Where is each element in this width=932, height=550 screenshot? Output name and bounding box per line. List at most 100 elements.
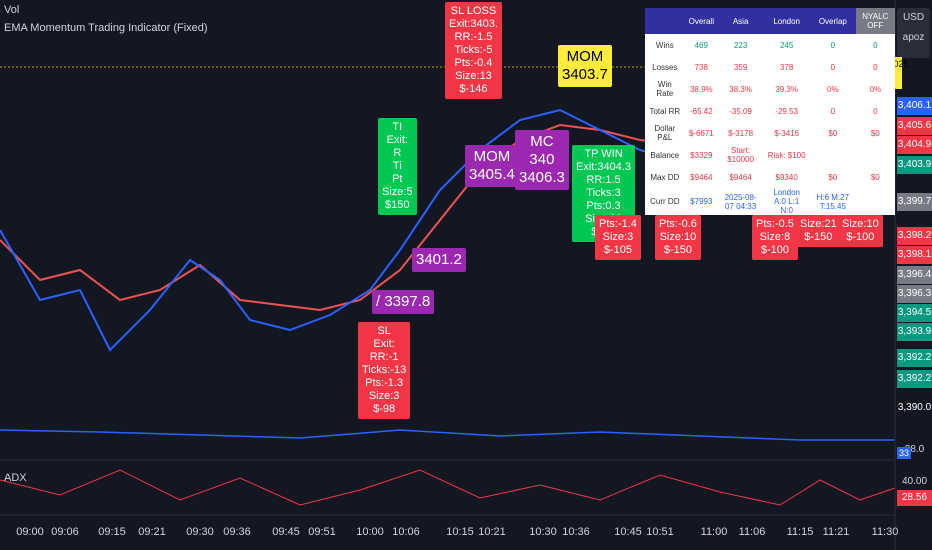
time-label: 09:21 [138,526,166,538]
trade-label-line: 340 [529,151,555,168]
trade-label-line: $-100 [760,244,790,256]
trade-label-line: $150 [385,199,410,211]
price-label: 3,398.1 [897,246,932,264]
time-label: 10:00 [356,526,384,538]
table-cell: 0 [873,106,878,116]
trade-label-line: MOM [473,148,511,165]
table-cell: 359 [733,62,748,72]
time-label: 11:21 [822,526,850,538]
trade-label-line: SL [377,325,391,337]
time-label: 11:06 [738,526,766,538]
table-row: Dollar P&L $-6671 $-3178 $-3416 $0 $0 [645,122,895,144]
trade-label-line: Exit: [386,134,408,146]
trade-label-line: Ticks:3 [586,187,621,199]
trade-label: / 3397.8 [372,290,435,314]
table-cell: 0% [827,84,839,94]
time-label: 10:36 [562,526,590,538]
table-cell: 378 [779,62,794,72]
symbol-box[interactable]: USD apoz [897,8,930,58]
trade-label-line: 3403.7 [562,66,608,83]
trade-label: Pts:-0.5 Size:8 $-100 [752,215,798,260]
trade-label-line: Pts:-1.3 [365,377,404,389]
trade-label-line: $-150 [663,244,693,256]
price-label: 3,394.5 [897,304,932,322]
column-header: London [763,8,811,34]
trade-label-line: MOM [566,48,604,65]
table-cell: $0 [828,128,838,138]
trade-label-line: Size:10 [842,218,879,230]
row-label: Losses [652,62,678,72]
trade-label-line: Ti [392,160,402,172]
table-cell: 0 [830,62,836,72]
table-cell: $9464 [690,172,713,182]
price-label: 3,396.4 [897,266,932,284]
row-label: Curr DD [650,197,680,206]
row-label: Total RR [649,106,681,116]
currency: USD [902,12,925,23]
time-label: 09:30 [186,526,214,538]
column-header: NYALC OFF [855,8,895,34]
table-cell: 0 [830,40,836,50]
indicator-title: EMA Momentum Trading Indicator (Fixed) [4,22,208,34]
trade-label-line: R [393,147,402,159]
time-label: 11:15 [786,526,814,538]
trade-label-line: RR:-1 [369,351,399,363]
time-label: 09:51 [308,526,336,538]
table-cell: 38.3% [729,84,752,94]
table-cell: $7993 [690,197,713,206]
user: apoz [902,32,925,43]
table-row: Win Rate 38.9% 38.3% 39.3% 0% 0% [645,78,895,100]
price-label: 3,406.1 [897,97,932,115]
volume-current: 33 [897,447,911,459]
trade-label-line: Size:3 [602,231,634,243]
volume-label: Vol [4,4,20,16]
trade-label-line: MC [530,133,554,150]
table-cell: 223 [733,40,748,50]
table-cell: $0 [870,128,880,138]
trade-label-line: Pts:-0.5 [756,218,794,230]
time-label: 09:00 [16,526,44,538]
trade-label-line: Size:5 [382,186,413,198]
trade-label-line: Size:21 [800,218,837,230]
trade-label-line: Size:13 [455,70,492,82]
adx-level: 40.00 [901,476,928,487]
table-cell: $-3178 [728,128,754,138]
trade-label-line: Exit:3404.3 [576,161,632,173]
trade-label-line: $-100 [846,231,875,243]
trade-label: TI Exit: R Ti Pt Size:5 $150 [378,118,417,215]
time-label: 10:51 [646,526,674,538]
adx-current: 28.56 [897,490,932,506]
trade-label: MOM 3405.4 [465,145,519,187]
volume-ma [0,429,895,441]
time-label: 09:45 [272,526,300,538]
trade-label-line: Ticks:-5 [454,44,493,56]
trade-label-line: Size:3 [368,390,400,402]
trade-label-line: Exit: [373,338,395,350]
trade-label: Size:10 $-100 [838,215,883,247]
corner-cell [645,8,685,34]
row-label: Max DD [650,172,680,182]
time-label: 10:21 [478,526,506,538]
header-row: Overall Asia London Overlap NYALC OFF [645,8,895,34]
table-cell: 0 [873,40,878,50]
trade-label-line: Pts:0.3 [586,200,621,212]
table-row: Losses 738 359 378 0 0 [645,56,895,78]
column-header: Asia [717,8,764,34]
trade-label-line: $-98 [373,403,396,415]
row-label: Balance [650,150,680,160]
table-cell: H:6 M:27 T:15.45 [816,192,850,211]
time-label: 09:15 [98,526,126,538]
table-cell: $9340 [775,172,798,182]
trade-label-line: RR:1.5 [586,174,621,186]
trade-label-line: Size:8 [759,231,791,243]
price-label: 3,392.2 [897,370,932,388]
table-cell: Risk: $100 [767,150,806,160]
trade-label: Size:21 $-150 [796,215,841,247]
price-label: 3,405.6 [897,117,932,135]
time-label: 09:06 [51,526,79,538]
time-label: 10:06 [392,526,420,538]
adx-line [0,469,896,506]
trade-label-line: SL LOSS [450,5,497,17]
